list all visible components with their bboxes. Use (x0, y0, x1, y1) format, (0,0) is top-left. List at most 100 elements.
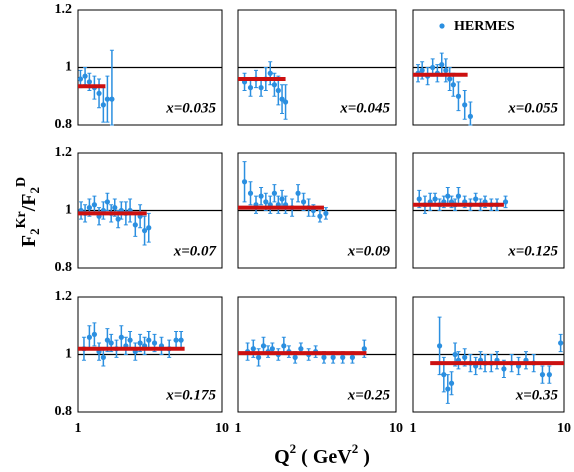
annotation: x=0.09 (347, 243, 391, 259)
data-point (86, 79, 93, 85)
annotation: x=0.07 (173, 243, 217, 259)
x-tick-label: 10 (215, 421, 229, 436)
data-point (473, 196, 479, 202)
data-point (462, 354, 468, 360)
data-point (450, 82, 456, 88)
data-point (146, 337, 152, 343)
data-point (108, 340, 114, 346)
data-point (267, 70, 273, 76)
data-point (271, 190, 278, 196)
data-point (441, 372, 447, 378)
data-point (349, 354, 356, 360)
data-point (452, 351, 458, 358)
data-point (258, 85, 264, 91)
data-point (118, 334, 124, 340)
data-point (112, 205, 118, 211)
y-tick-label: 1 (65, 60, 72, 75)
data-point (455, 93, 462, 99)
data-point (137, 340, 143, 346)
annotation: x=0.35 (515, 387, 559, 403)
data-point (502, 199, 509, 205)
data-point (260, 343, 267, 349)
y-tick-label: 1.2 (55, 2, 73, 17)
data-point (430, 64, 436, 71)
data-point (96, 90, 102, 96)
data-point (250, 346, 256, 352)
y-tick-label: 0.8 (55, 404, 73, 419)
data-point (443, 67, 449, 73)
x-axis-label: Q2 ( GeV2 ) (274, 441, 370, 468)
data-point (151, 340, 158, 346)
data-point (539, 372, 546, 378)
legend-label: HERMES (454, 19, 515, 34)
data-point (263, 199, 269, 205)
data-point (321, 354, 327, 360)
data-point (91, 331, 98, 337)
data-point (323, 210, 329, 216)
data-point (82, 73, 88, 79)
data-point (439, 62, 445, 68)
annotation: x=0.125 (507, 243, 558, 259)
y-tick-label: 0.8 (55, 117, 73, 132)
y-tick-label: 1.2 (55, 289, 73, 304)
annotation: x=0.035 (165, 100, 216, 116)
label-part: /F (18, 194, 40, 213)
data-point (109, 96, 115, 102)
data-point (281, 343, 287, 349)
data-point (146, 225, 152, 231)
data-point (295, 190, 301, 196)
label-part: D (14, 177, 29, 187)
label-part: 2 (27, 228, 42, 235)
data-point (104, 337, 110, 343)
label-part: Q (274, 446, 290, 468)
y-axis-label: F2Kr/F2D (14, 177, 42, 247)
data-point (91, 202, 98, 208)
annotation: x=0.055 (507, 100, 558, 116)
data-point (501, 366, 507, 372)
label-part: F (18, 235, 40, 247)
data-point (86, 334, 93, 340)
x-tick-label: 1 (75, 421, 82, 436)
x-tick-label: 10 (557, 421, 571, 436)
data-point (298, 346, 304, 352)
data-point (104, 199, 110, 205)
data-point (436, 343, 443, 349)
data-point (546, 372, 552, 378)
data-point (241, 179, 248, 185)
data-point (275, 87, 281, 94)
label-part: Kr (14, 211, 29, 228)
y-tick-label: 1.2 (55, 145, 73, 160)
data-point (330, 354, 336, 360)
data-point (178, 337, 184, 343)
y-tick-label: 1 (65, 347, 72, 362)
label-part: 2 (352, 441, 359, 456)
annotation: x=0.25 (347, 387, 391, 403)
data-point (361, 346, 367, 352)
data-point (247, 85, 254, 91)
data-point (100, 102, 106, 108)
data-point (247, 190, 254, 196)
data-point (86, 205, 93, 211)
data-point (558, 340, 564, 346)
data-point (317, 213, 323, 219)
data-point (127, 337, 133, 343)
data-point (104, 96, 110, 102)
data-point (416, 196, 422, 202)
data-point (340, 354, 346, 360)
data-point (100, 354, 106, 360)
data-point (132, 222, 138, 228)
label-part: 2 (27, 187, 42, 194)
data-point (300, 199, 307, 205)
data-point (255, 354, 262, 360)
data-point (292, 354, 298, 360)
data-point (455, 193, 462, 199)
data-point (279, 96, 285, 102)
data-point (115, 216, 121, 222)
data-point (173, 337, 179, 343)
data-point (432, 196, 438, 202)
data-point (141, 228, 148, 234)
x-tick-label: 1 (235, 421, 242, 436)
data-point (282, 99, 289, 105)
data-point (271, 82, 278, 88)
